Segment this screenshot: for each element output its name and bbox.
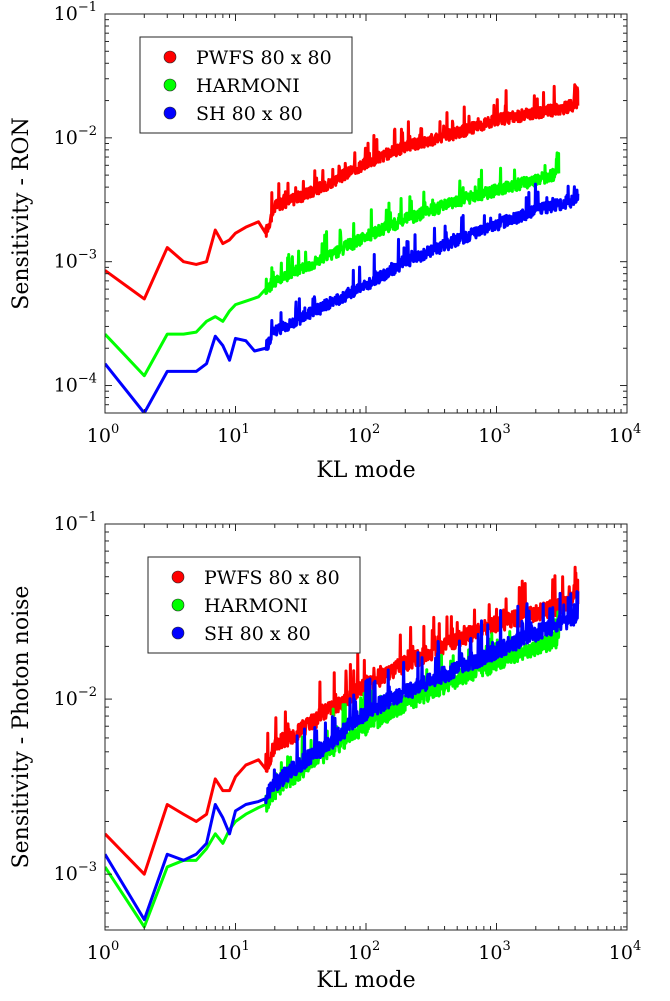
y-tick-label: 10−3 — [54, 248, 97, 273]
legend-marker — [163, 78, 177, 92]
legend-marker — [163, 106, 177, 120]
x-tick-label: 101 — [217, 422, 249, 447]
x-tick-label: 101 — [217, 939, 249, 964]
legend-label: SH 80 x 80 — [196, 103, 303, 125]
series-line-1 — [105, 565, 580, 876]
legend: PWFS 80 x 80 HARMONI SH 80 x 80 — [147, 556, 361, 654]
x-tick-label: 103 — [478, 939, 510, 964]
series-line-3 — [105, 182, 580, 413]
y-tick-label: 10−2 — [54, 124, 97, 149]
series-line-2 — [105, 151, 561, 378]
y-tick-label: 10−1 — [54, 0, 97, 25]
x-axis-label: KL mode — [316, 458, 415, 483]
legend-marker — [171, 626, 185, 640]
y-axis-label: Sensitivity - Photon noise — [9, 586, 34, 869]
legend: PWFS 80 x 80 HARMONI SH 80 x 80 — [139, 36, 353, 134]
legend-label: HARMONI — [196, 75, 300, 97]
legend-label: PWFS 80 x 80 — [204, 567, 340, 589]
legend-marker — [171, 570, 185, 584]
series-group — [105, 83, 580, 413]
x-tick-label: 104 — [609, 422, 641, 447]
x-tick-label: 102 — [348, 422, 380, 447]
legend-label: HARMONI — [204, 595, 308, 617]
series-line-1 — [105, 83, 580, 301]
y-tick-label: 10−3 — [54, 860, 97, 885]
chart-2: 100 101 102 103 104 10−3 10−2 10−1 KL mode Sensit… — [9, 510, 641, 993]
x-tick-label: 100 — [87, 939, 119, 964]
y-tick-label: 10−2 — [54, 685, 97, 710]
y-tick-label: 10−1 — [54, 510, 97, 535]
x-tick-label: 103 — [478, 422, 510, 447]
legend-marker — [163, 50, 177, 64]
series-line-3 — [105, 590, 580, 922]
series-group — [105, 565, 580, 929]
legend-label: SH 80 x 80 — [204, 623, 311, 645]
y-axis-label: Sensitivity - RON — [9, 117, 34, 309]
x-tick-label: 100 — [87, 422, 119, 447]
x-tick-label: 104 — [609, 939, 641, 964]
x-axis-label: KL mode — [316, 968, 415, 993]
legend-label: PWFS 80 x 80 — [196, 47, 332, 69]
chart-1: 100 101 102 103 104 10−4 10−3 10−2 10−1 KL mode Se… — [9, 0, 641, 483]
legend-marker — [171, 598, 185, 612]
y-tick-label: 10−4 — [54, 372, 97, 397]
x-tick-label: 102 — [348, 939, 380, 964]
